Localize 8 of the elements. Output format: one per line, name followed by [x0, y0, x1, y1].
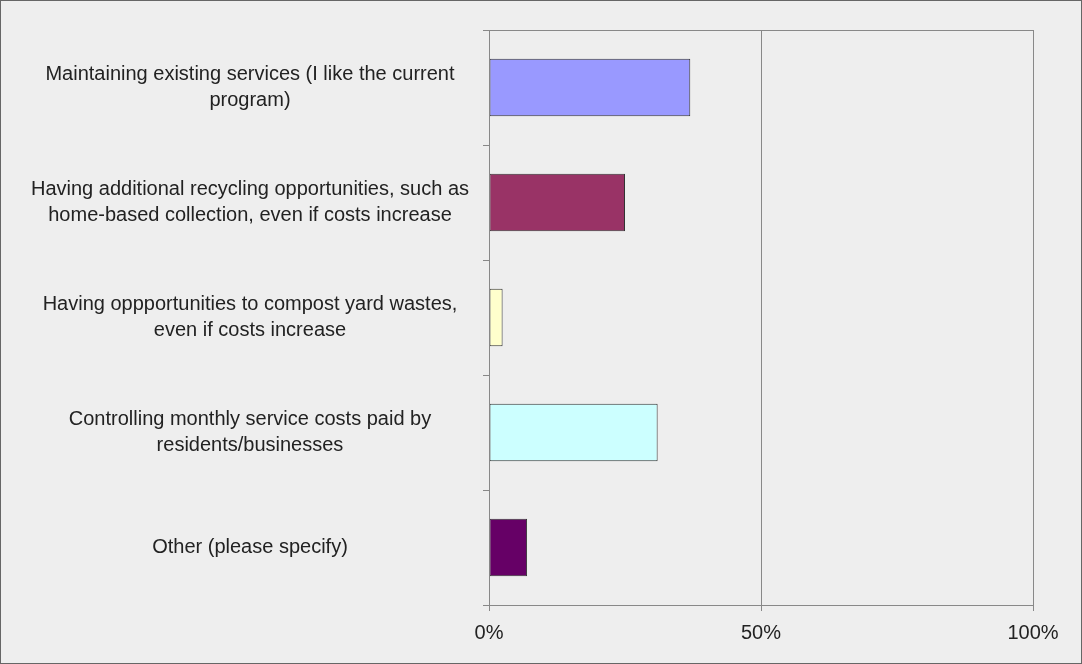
y-tick-label: Other (please specify)	[152, 535, 348, 558]
y-tick-label: Controlling monthly service costs paid by residents/businesses	[68, 407, 432, 456]
y-tick-label: Having oppportunities to compost yard wastes, even if costs increase	[42, 292, 458, 341]
y-tick-label: Maintaining existing services (I like the current program)	[45, 62, 455, 111]
x-tick-label: 50%	[740, 620, 782, 643]
x-tick-label: 0%	[474, 620, 504, 643]
x-tick-label: 100%	[1007, 620, 1059, 643]
y-tick-label: Having additional recycling opportunities, such as home-based collection, even if costs increase	[30, 177, 469, 226]
